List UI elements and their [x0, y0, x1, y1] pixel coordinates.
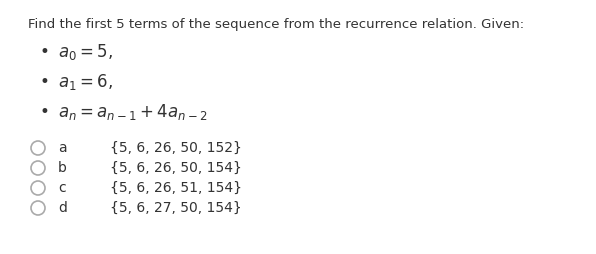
- Text: •: •: [39, 103, 49, 121]
- Text: •: •: [39, 43, 49, 61]
- Text: {5, 6, 26, 50, 154}: {5, 6, 26, 50, 154}: [110, 161, 242, 175]
- Text: a: a: [58, 141, 67, 155]
- Text: $a_1 = 6,$: $a_1 = 6,$: [58, 72, 113, 92]
- Text: b: b: [58, 161, 67, 175]
- Text: Find the first 5 terms of the sequence from the recurrence relation. Given:: Find the first 5 terms of the sequence f…: [28, 18, 524, 31]
- Text: $a_0 = 5,$: $a_0 = 5,$: [58, 42, 113, 62]
- Text: •: •: [39, 73, 49, 91]
- Text: {5, 6, 26, 51, 154}: {5, 6, 26, 51, 154}: [110, 181, 242, 195]
- Text: c: c: [58, 181, 66, 195]
- Text: {5, 6, 26, 50, 152}: {5, 6, 26, 50, 152}: [110, 141, 242, 155]
- Text: {5, 6, 27, 50, 154}: {5, 6, 27, 50, 154}: [110, 201, 242, 215]
- Text: d: d: [58, 201, 67, 215]
- Text: $a_n = a_{n-1} + 4a_{n-2}$: $a_n = a_{n-1} + 4a_{n-2}$: [58, 102, 207, 122]
